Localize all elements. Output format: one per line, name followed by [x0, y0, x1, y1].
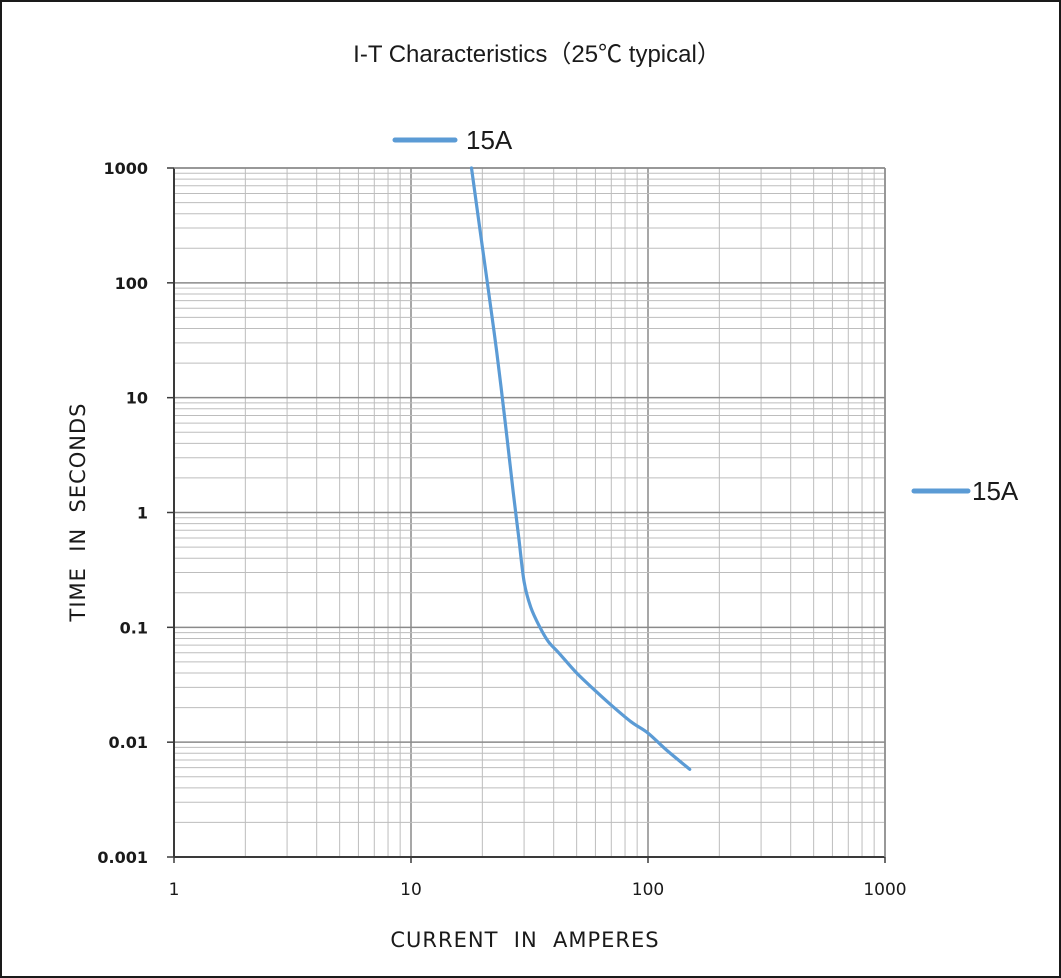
y-tick-labels: 0.001 0.01 0.1 1 10 100 1000 — [97, 159, 174, 867]
x-tick-label: 10 — [400, 880, 422, 900]
x-axis-label: CURRENT IN AMPERES — [390, 928, 659, 952]
x-tick-label: 1 — [169, 880, 180, 900]
y-axis-label: TIME IN SECONDS — [66, 402, 90, 622]
plot-grid — [173, 167, 886, 858]
series-layer — [469, 166, 692, 771]
x-tick-label: 1000 — [863, 880, 906, 900]
y-tick-label: 0.1 — [120, 618, 148, 637]
y-tick-label: 1000 — [103, 159, 148, 178]
legend-right-label: 15A — [972, 476, 1019, 506]
legend-top-label: 15A — [466, 125, 513, 155]
x-tick-labels: 1 10 100 1000 — [169, 857, 907, 900]
chart-title: I-T Characteristics（25℃ typical） — [353, 41, 721, 68]
legend-right: 15A — [911, 476, 1019, 506]
y-tick-label: 0.001 — [97, 848, 148, 867]
y-tick-label: 10 — [126, 389, 148, 408]
y-tick-label: 1 — [137, 504, 148, 523]
y-tick-label: 0.01 — [109, 733, 148, 752]
y-tick-label: 100 — [115, 274, 148, 293]
x-tick-label: 100 — [632, 880, 664, 900]
series-line-15a — [469, 166, 692, 771]
legend-top: 15A — [392, 125, 513, 155]
